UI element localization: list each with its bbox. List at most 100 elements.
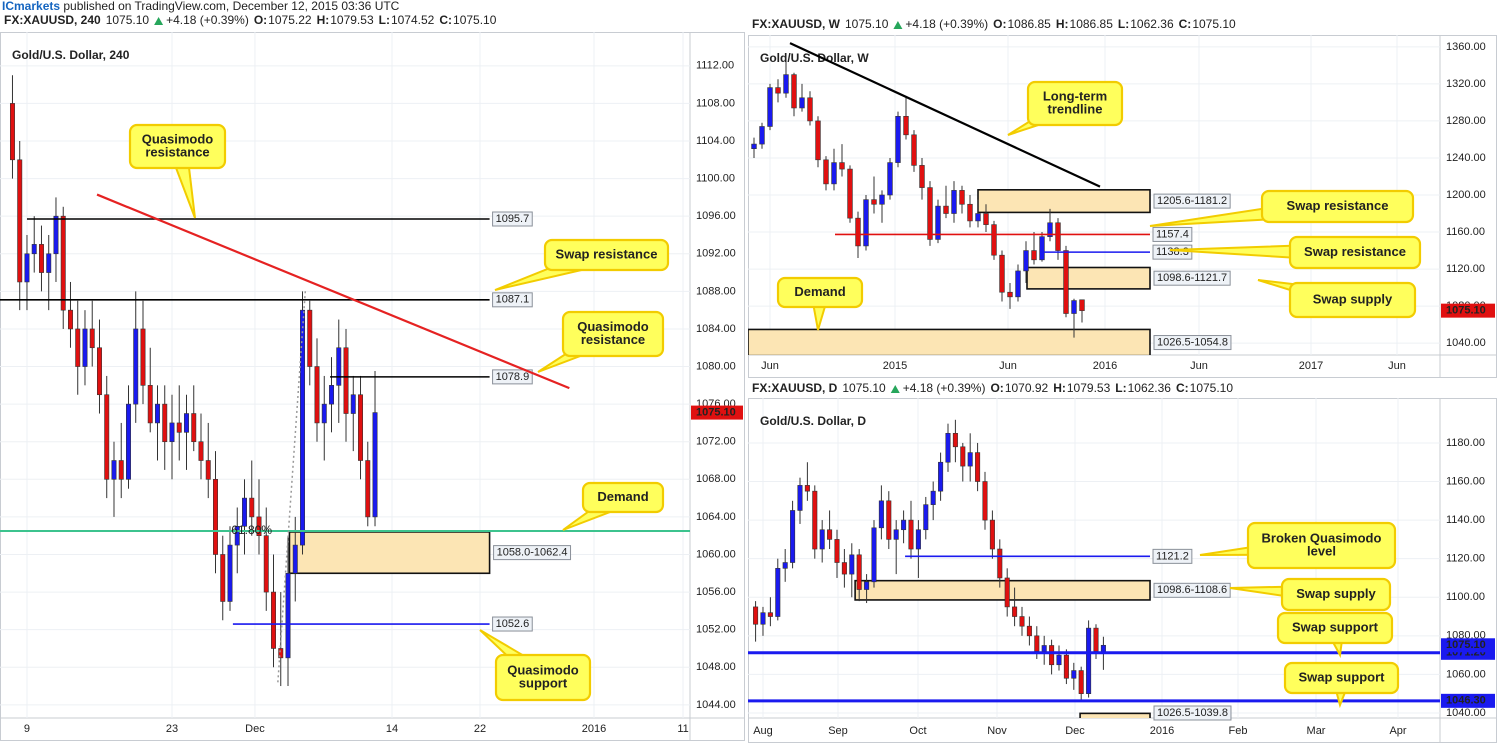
candle-body — [1049, 645, 1055, 666]
candle-body — [118, 460, 124, 480]
zone-label-box — [493, 545, 572, 561]
candle-body — [901, 519, 907, 531]
candle-body — [915, 529, 921, 550]
y-tick-label: 1120.00 — [1446, 553, 1485, 565]
candle-body — [97, 347, 102, 396]
candle-body — [365, 460, 371, 518]
last-price-box — [691, 405, 743, 420]
header-text: H: — [1056, 17, 1069, 31]
plot-area — [0, 32, 690, 718]
level-label-box — [492, 211, 533, 227]
header-text: +4.18 (+0.39%) — [903, 381, 986, 395]
header-text: O: — [254, 13, 267, 27]
candle-body — [812, 490, 818, 550]
level-label-box — [1152, 226, 1193, 242]
candle-body — [975, 452, 981, 482]
header-text: 1074.52 — [391, 13, 435, 27]
candle-body — [46, 253, 52, 273]
candle-body — [960, 446, 966, 467]
candle-body — [997, 548, 1003, 579]
zone-label: 1058.0-1062.4 — [493, 545, 572, 561]
zone-label-box — [1153, 582, 1231, 598]
zone-label-text: 1058.0-1062.4 — [497, 547, 568, 559]
callout-text: Swap supply — [1296, 586, 1376, 601]
candle-body — [893, 529, 899, 540]
candle-body — [930, 490, 936, 505]
candle-body — [975, 213, 981, 222]
x-tick-label: 2016 — [1150, 725, 1174, 737]
y-tick-label: 1048.00 — [696, 661, 736, 673]
level-label-text: 1087.1 — [496, 294, 530, 306]
candle-body — [887, 162, 893, 196]
chart-panel: 1040.001080.001120.001160.001200.001240.… — [748, 35, 1497, 378]
zone-label: 1098.6-1108.6 — [1153, 582, 1231, 598]
candle-body — [1071, 300, 1077, 314]
callout-box — [1260, 189, 1415, 224]
y-tick-label: 1112.00 — [696, 60, 734, 72]
chart-panel: 1044.00 1048.00 1052.00 1056.00 1060.00 1064.… — [0, 32, 745, 741]
callout-box — [776, 276, 864, 309]
last-price-box — [1441, 303, 1495, 318]
candle-body — [191, 413, 197, 443]
candle-body — [952, 432, 958, 448]
callout-box — [1026, 80, 1124, 127]
candle-body — [819, 529, 825, 550]
candle-body — [227, 544, 233, 602]
header-text: L: — [1115, 381, 1126, 395]
candle-body — [751, 143, 757, 150]
level-label-text: 1138.3 — [1156, 246, 1189, 258]
level-axis-box — [1441, 693, 1495, 708]
callout-text: resistance — [581, 332, 645, 347]
y-tick-label: 1240.00 — [1446, 152, 1486, 164]
callout-box — [128, 123, 227, 170]
callout-text: Quasimodo — [507, 662, 579, 677]
candle-body — [263, 535, 269, 593]
candle-body — [879, 194, 885, 205]
publisher-line: ICmarkets published on TradingView.com, … — [2, 0, 400, 13]
callout: Demand — [562, 481, 665, 531]
plot-area — [748, 398, 1440, 718]
candle-body — [783, 74, 789, 94]
chart-title: Gold/U.S. Dollar, 240 — [12, 48, 130, 62]
callout-box — [1288, 281, 1417, 319]
candle-body — [1034, 635, 1040, 652]
y-tick-label: 1180.00 — [1446, 437, 1485, 449]
candle-body — [68, 309, 73, 330]
level-label: 1138.3 — [1152, 244, 1193, 260]
callout: Swap resistance — [1169, 235, 1422, 270]
candle-body — [841, 562, 847, 575]
candle-body — [162, 403, 168, 443]
candle-body — [1079, 299, 1085, 311]
callout-box — [1280, 577, 1392, 612]
price-axis: 1040.001080.001120.001160.001200.001240.… — [761, 41, 1495, 372]
header-text: 1075.22 — [268, 13, 312, 27]
y-tick-label: 1160.00 — [1446, 226, 1485, 238]
header-text: 1062.36 — [1128, 381, 1172, 395]
candle-body — [1015, 270, 1021, 298]
candle-body — [1078, 670, 1084, 694]
header-text: 1075.10 — [1190, 381, 1234, 395]
callout: Swap support — [1283, 661, 1400, 709]
candle-body — [1093, 627, 1099, 652]
candle-body — [104, 394, 110, 480]
candle-body — [256, 516, 262, 536]
candle-body — [1041, 645, 1047, 652]
candle-body — [1019, 616, 1025, 627]
x-tick-label: Jun — [1388, 360, 1406, 372]
price-axis: 1044.00 1048.00 1052.00 1056.00 1060.00 1064.… — [24, 60, 743, 735]
candle-body — [242, 497, 247, 527]
callout-text: support — [519, 675, 568, 690]
candle-body — [133, 328, 139, 405]
callout-box — [581, 481, 665, 514]
candle-body — [278, 648, 284, 659]
candle-body — [234, 525, 240, 546]
header-text: 1075.10 — [106, 13, 150, 27]
trendline — [96, 193, 570, 390]
zone-label: 1098.6-1121.7 — [1153, 270, 1231, 286]
candle-body — [1031, 250, 1037, 261]
candle-body — [911, 134, 917, 166]
callout-box — [1276, 611, 1394, 645]
candle-body — [999, 254, 1005, 293]
candle-body — [982, 481, 988, 521]
